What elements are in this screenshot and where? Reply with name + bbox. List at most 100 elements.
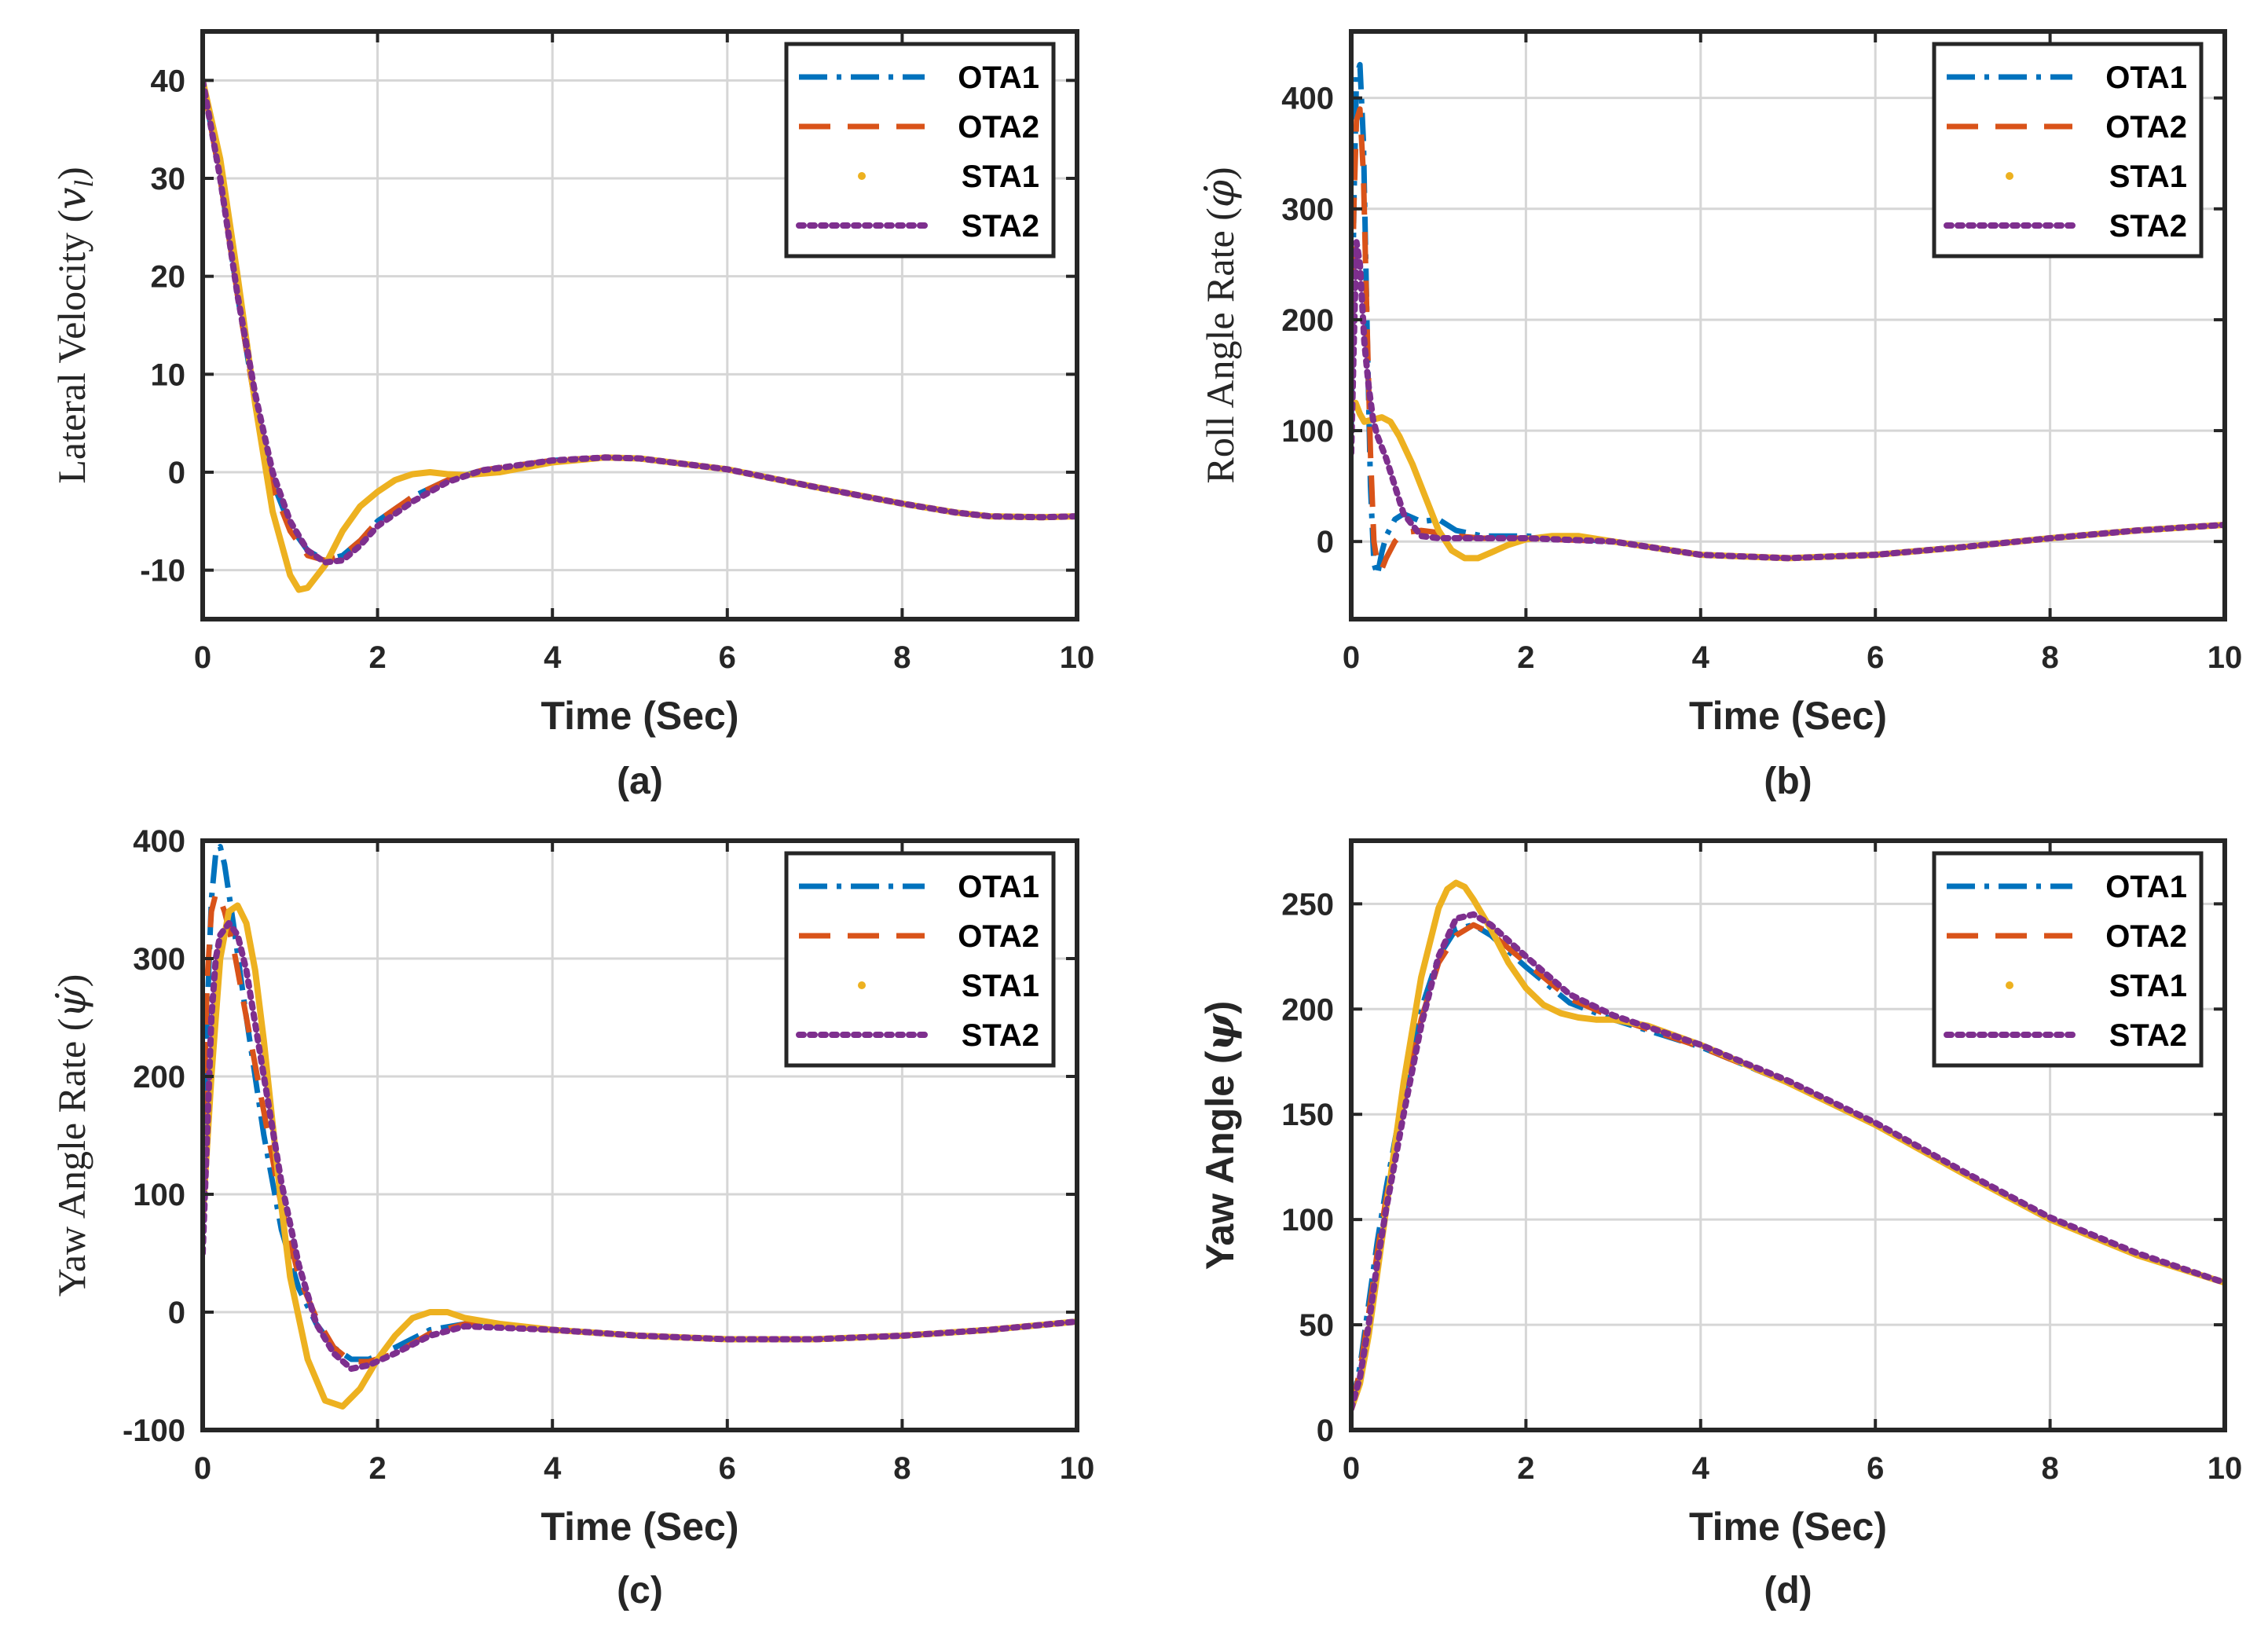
y-axis-label-text: Yaw Angle Rate ( [49, 1018, 93, 1297]
y-axis-label-close: ) [49, 167, 93, 180]
legend-marker-sta1 [858, 172, 866, 180]
legend: OTA1 OTA2 STA1 STA2 [1932, 851, 2204, 1068]
y-axis-label-text: Lateral Velocity ( [49, 210, 93, 484]
y-tick-label: 20 [151, 260, 186, 295]
x-tick-label: 8 [893, 1451, 910, 1486]
legend-label-ota2: OTA2 [2105, 919, 2187, 954]
x-tick-label: 4 [1692, 640, 1710, 675]
legend-label-sta2: STA2 [962, 1018, 1039, 1053]
y-axis-label: Yaw Angle Rate (ψ̇) [49, 974, 94, 1297]
x-tick-label: 0 [194, 1451, 211, 1486]
panel-caption: (b) [1764, 761, 1812, 802]
x-tick-label: 4 [544, 640, 562, 675]
legend-label-ota2: OTA2 [958, 110, 1039, 145]
y-axis-label-text: Roll Angle Rate ( [1198, 207, 1242, 483]
x-tick-label: 2 [368, 640, 386, 675]
x-axis-label: Time (Sec) [541, 1505, 739, 1549]
legend-label-ota2: OTA2 [958, 919, 1039, 954]
panel-caption: (d) [1764, 1570, 1812, 1612]
series-line-sta2 [203, 77, 1077, 566]
y-tick-label: 200 [133, 1060, 185, 1094]
legend-label-ota1: OTA1 [2105, 870, 2187, 904]
plot-frame [1349, 29, 2227, 622]
legend-label-sta1: STA1 [962, 969, 1039, 1003]
legend-label-sta2: STA2 [962, 209, 1039, 244]
x-tick-label: 8 [2041, 640, 2058, 675]
legend-marker-sta1 [2006, 172, 2013, 180]
series-line-sta2 [203, 920, 1077, 1372]
legend-label-sta2: STA2 [2109, 1018, 2187, 1053]
x-tick-label: 6 [719, 1451, 736, 1486]
series-line-sta2 [1351, 239, 2225, 562]
x-tick-label: 0 [1343, 640, 1360, 675]
x-tick-label: 6 [1867, 1451, 1884, 1486]
y-tick-label: 10 [151, 358, 186, 392]
panel-caption: (c) [617, 1570, 663, 1612]
legend-marker-sta1 [858, 981, 866, 989]
legend-label-sta1: STA1 [2109, 969, 2187, 1003]
x-tick-label: 2 [1517, 1451, 1534, 1486]
y-tick-label: 50 [1299, 1308, 1335, 1343]
y-tick-label: 100 [1281, 1203, 1334, 1238]
y-axis-label-text: Yaw Angle ( [1198, 1050, 1242, 1270]
y-axis-label-close: ) [1198, 167, 1242, 180]
panel-caption: (a) [617, 761, 663, 802]
series-line-sta2 [1351, 911, 2225, 1413]
y-tick-label: 200 [1281, 303, 1334, 338]
x-tick-label: 4 [544, 1451, 562, 1486]
y-tick-label: -10 [140, 554, 185, 588]
y-axis-label-subscript: l [70, 180, 99, 187]
y-tick-label: 100 [133, 1178, 185, 1212]
x-tick-label: 10 [2208, 1451, 2243, 1486]
y-tick-label: -100 [123, 1414, 185, 1448]
y-tick-label: 0 [1317, 1414, 1334, 1448]
chart-panel-1: 0 2 4 6 8 10 -10 0 10 20 30 40 Time (Sec) Lateral Vel… [49, 29, 1095, 802]
x-tick-label: 10 [1060, 640, 1095, 675]
x-tick-label: 0 [1343, 1451, 1360, 1486]
y-tick-label: 300 [133, 942, 185, 977]
y-axis-label: Roll Angle Rate (φ̇) [1197, 167, 1243, 483]
y-tick-label: 0 [1317, 525, 1334, 559]
y-axis-label: Yaw Angle (ψ) [1196, 1001, 1243, 1270]
y-tick-label: 300 [1281, 192, 1334, 227]
x-tick-label: 8 [2041, 1451, 2058, 1486]
y-axis-label-symbol: ψ̇ [49, 987, 94, 1018]
y-tick-label: 40 [151, 64, 186, 98]
legend: OTA1 OTA2 STA1 STA2 [784, 42, 1056, 258]
y-axis-label-close: ) [49, 974, 93, 988]
x-tick-label: 2 [368, 1451, 386, 1486]
x-tick-label: 0 [194, 640, 211, 675]
y-tick-label: 400 [133, 824, 185, 859]
plot-frame [1349, 838, 2227, 1432]
x-tick-label: 6 [1867, 640, 1884, 675]
chart-panel-3: 0 2 4 6 8 10 -100 0 100 200 300 400 Time (Sec) Yaw An… [49, 824, 1094, 1612]
x-axis-label: Time (Sec) [541, 694, 739, 738]
y-tick-label: 30 [151, 162, 186, 196]
legend-label-ota2: OTA2 [2105, 110, 2187, 145]
plot-frame [200, 838, 1079, 1432]
y-tick-label: 250 [1281, 887, 1334, 922]
legend: OTA1 OTA2 STA1 STA2 [784, 851, 1056, 1068]
y-tick-label: 200 [1281, 992, 1334, 1027]
y-axis-label: Lateral Velocity (vl) [49, 167, 99, 483]
x-tick-label: 10 [2208, 640, 2243, 675]
y-tick-label: 0 [168, 1296, 185, 1330]
x-tick-label: 6 [719, 640, 736, 675]
x-tick-label: 8 [893, 640, 910, 675]
legend-label-sta1: STA1 [962, 160, 1039, 194]
y-axis-label-symbol: φ̇ [1197, 180, 1243, 207]
plot-frame [200, 29, 1079, 622]
y-tick-label: 100 [1281, 414, 1334, 449]
x-tick-label: 10 [1060, 1451, 1095, 1486]
y-tick-label: 0 [168, 456, 185, 490]
legend-label-ota1: OTA1 [958, 870, 1039, 904]
y-axis-label-symbol: ψ [1196, 1012, 1243, 1050]
x-axis-label: Time (Sec) [1689, 1505, 1887, 1549]
legend-label-sta2: STA2 [2109, 209, 2187, 244]
x-tick-label: 2 [1517, 640, 1534, 675]
x-tick-label: 4 [1692, 1451, 1710, 1486]
y-axis-label-symbol: v [49, 187, 94, 209]
